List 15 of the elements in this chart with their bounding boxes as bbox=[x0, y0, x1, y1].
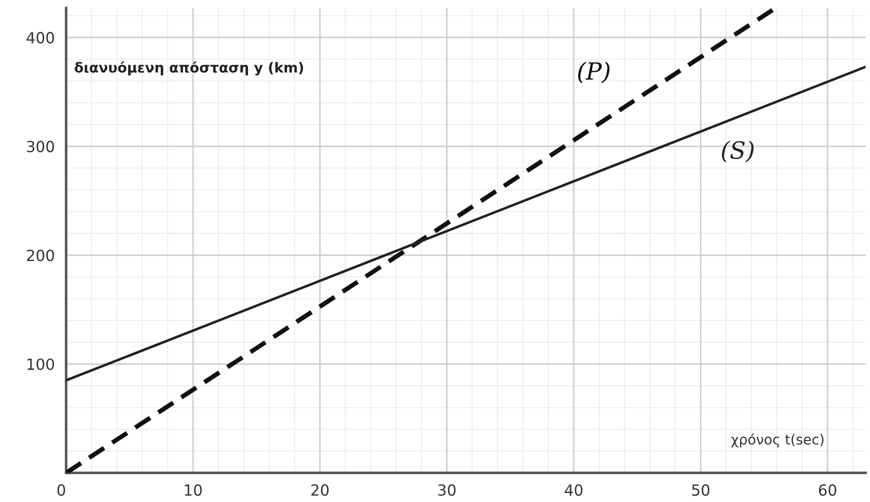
x-tick-label: 30 bbox=[438, 484, 456, 496]
x-tick-label: 10 bbox=[184, 484, 202, 496]
y-tick-label: 300 bbox=[27, 140, 54, 152]
x-tick-label: 60 bbox=[818, 484, 836, 496]
y-tick-label: 200 bbox=[26, 250, 54, 262]
x-tick-label: 40 bbox=[564, 484, 582, 496]
y-tick-label: 400 bbox=[26, 32, 54, 44]
y-tick-label: 100 bbox=[28, 358, 54, 370]
x-tick-label: 0 bbox=[57, 484, 66, 496]
series-label: (S) bbox=[722, 140, 754, 162]
series-label: (P) bbox=[578, 62, 610, 84]
x-tick-label: 50 bbox=[692, 484, 710, 496]
y-axis-title: διανυόμενη απόσταση y (km) bbox=[74, 61, 304, 76]
x-tick-label: 20 bbox=[311, 484, 329, 496]
x-axis-title: χρόνος t(sec) bbox=[731, 433, 824, 448]
